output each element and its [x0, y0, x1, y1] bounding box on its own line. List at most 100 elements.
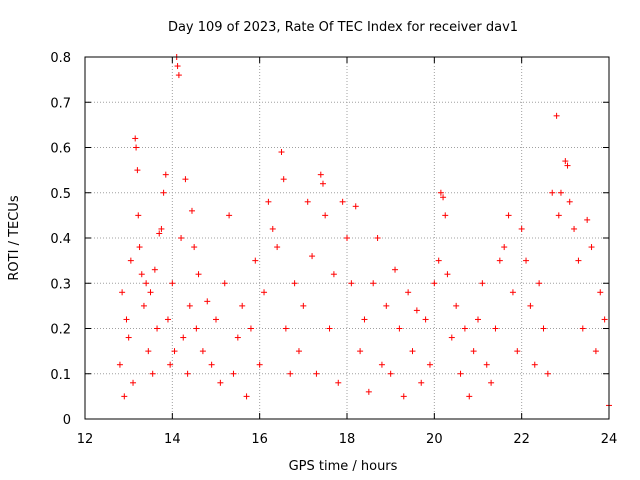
data-point: [444, 271, 451, 278]
data-point: [280, 176, 287, 183]
data-point: [442, 212, 449, 219]
data-point: [571, 225, 578, 232]
data-point: [505, 212, 512, 219]
data-point: [470, 348, 477, 355]
data-point: [195, 271, 202, 278]
data-point: [169, 280, 176, 287]
data-point: [191, 244, 198, 251]
y-tick-label: 0.3: [50, 277, 71, 292]
x-tick-label: 12: [77, 432, 94, 447]
data-point: [564, 162, 571, 169]
data-point: [295, 348, 302, 355]
data-point: [496, 257, 503, 264]
data-point: [256, 361, 263, 368]
data-point: [344, 235, 350, 241]
data-point: [252, 257, 259, 264]
data-point: [461, 325, 468, 332]
data-point: [234, 334, 241, 341]
data-point: [514, 348, 521, 355]
data-point: [396, 325, 403, 332]
data-point: [136, 244, 143, 251]
y-axis-ticks: 0 0.1 0.2 0.3 0.4 0.5 0.6 0.7 0.8: [50, 51, 609, 428]
data-point: [171, 348, 178, 355]
data-point: [147, 289, 154, 296]
data-point: [119, 289, 126, 296]
data-point: [448, 334, 455, 341]
x-tick-label: 24: [601, 432, 618, 447]
data-point: [151, 266, 158, 273]
y-tick-label: 0.8: [50, 51, 71, 66]
data-point: [160, 189, 167, 196]
data-point: [145, 348, 152, 355]
data-point: [134, 167, 141, 174]
x-tick-label: 22: [513, 432, 530, 447]
x-tick-label: 16: [251, 432, 268, 447]
data-point: [370, 280, 377, 287]
data-point: [435, 257, 442, 264]
data-point: [247, 325, 254, 332]
grid-lines: [85, 57, 609, 419]
data-point: [300, 302, 307, 309]
data-point: [138, 271, 145, 278]
x-axis-ticks: 12 14 16 18 20 22 24: [77, 57, 618, 447]
data-point: [400, 393, 407, 400]
data-point: [457, 370, 464, 377]
y-tick-label: 0.5: [50, 187, 71, 202]
data-point: [431, 280, 438, 287]
data-point: [261, 289, 268, 296]
data-point: [167, 361, 174, 368]
data-point: [488, 379, 495, 386]
y-tick-label: 0.7: [50, 96, 71, 111]
data-point: [483, 361, 490, 368]
x-tick-label: 20: [426, 432, 443, 447]
data-point: [269, 225, 276, 232]
data-points: [116, 54, 612, 409]
data-point: [278, 149, 285, 156]
data-point: [309, 253, 316, 260]
data-point: [133, 144, 140, 151]
data-point: [221, 280, 228, 287]
data-point: [130, 379, 137, 386]
data-point: [555, 212, 562, 219]
data-point: [188, 207, 195, 214]
data-point: [378, 361, 385, 368]
chart-title: Day 109 of 2023, Rate Of TEC Index for r…: [168, 20, 518, 35]
data-point: [348, 280, 355, 287]
data-point: [466, 393, 473, 400]
data-point: [135, 212, 142, 219]
y-tick-label: 0: [63, 413, 71, 428]
data-point: [317, 171, 324, 178]
data-point: [518, 225, 525, 232]
data-point: [440, 194, 447, 201]
data-point: [531, 361, 538, 368]
data-point: [566, 198, 573, 205]
data-point: [175, 72, 182, 79]
data-point: [291, 280, 298, 287]
data-point: [204, 298, 211, 305]
data-point: [426, 361, 433, 368]
data-point: [409, 348, 416, 355]
data-point: [479, 280, 486, 287]
data-point: [549, 189, 556, 196]
data-point: [143, 280, 150, 287]
data-point: [154, 325, 161, 332]
data-point: [365, 388, 372, 395]
data-point: [361, 316, 368, 323]
data-point: [597, 289, 604, 296]
data-point: [405, 289, 412, 296]
data-point: [184, 370, 191, 377]
data-point: [575, 257, 582, 264]
data-point: [413, 307, 420, 314]
data-point: [584, 216, 591, 223]
data-point: [339, 198, 346, 205]
data-point: [158, 225, 165, 232]
data-point: [123, 316, 130, 323]
data-point: [592, 348, 599, 355]
data-point: [352, 203, 359, 210]
data-point: [182, 176, 189, 183]
data-point: [540, 325, 547, 332]
data-point: [162, 171, 169, 178]
data-point: [199, 348, 206, 355]
data-point: [330, 271, 337, 278]
